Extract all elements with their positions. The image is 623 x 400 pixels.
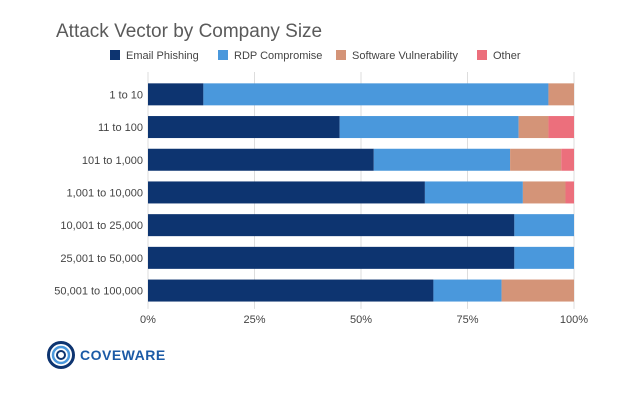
bar-segment [203, 83, 549, 106]
legend-label: RDP Compromise [234, 50, 322, 62]
legend-swatch [218, 50, 228, 60]
y-tick-label: 1,001 to 10,000 [67, 187, 143, 199]
x-tick-label: 75% [456, 314, 478, 326]
x-axis: 0% 25% 50% 75% 100% [140, 314, 588, 326]
y-tick-label: 101 to 1,000 [82, 155, 143, 167]
x-tick-label: 100% [560, 314, 588, 326]
bar-segment [548, 83, 574, 106]
coveware-logo-icon [47, 341, 75, 369]
y-axis: 1 to 10 11 to 100 101 to 1,000 1,001 to 10,… [54, 89, 143, 297]
bar-segment [561, 148, 574, 171]
chart-title: Attack Vector by Company Size [56, 21, 322, 42]
y-tick-label: 11 to 100 [98, 122, 143, 134]
bar-segment [565, 181, 574, 204]
x-tick-label: 0% [140, 314, 156, 326]
legend-label: Other [493, 50, 521, 62]
bar-segment [148, 214, 515, 237]
bar-segment [514, 246, 574, 269]
bar-segment [522, 181, 566, 204]
x-tick-label: 25% [243, 314, 265, 326]
bar-segment [148, 148, 374, 171]
legend-swatch [477, 50, 487, 60]
legend: Email Phishing RDP Compromise Software Vul… [110, 50, 521, 62]
bar-segment [514, 214, 574, 237]
bar-segment [548, 116, 574, 139]
bar-segment [433, 279, 502, 302]
bar-segment [148, 246, 515, 269]
bar-segment [148, 181, 425, 204]
bar-segment [518, 116, 549, 139]
y-tick-label: 25,001 to 50,000 [60, 253, 143, 265]
bar-segment [148, 83, 204, 106]
y-tick-label: 10,001 to 25,000 [60, 220, 143, 232]
bar-segment [510, 148, 562, 171]
y-tick-label: 1 to 10 [109, 89, 143, 101]
bar-segment [373, 148, 511, 171]
logo-text: COVEWARE [80, 347, 166, 363]
legend-swatch [110, 50, 120, 60]
legend-label: Email Phishing [126, 50, 199, 62]
x-tick-label: 50% [350, 314, 372, 326]
bar-segment [148, 279, 434, 302]
legend-label: Software Vulnerability [352, 50, 458, 62]
bar-segment [148, 116, 340, 139]
bar-segment [339, 116, 519, 139]
bars [148, 83, 574, 302]
coveware-logo: COVEWARE [46, 340, 166, 370]
legend-swatch [336, 50, 346, 60]
y-tick-label: 50,001 to 100,000 [54, 286, 143, 298]
bar-segment [501, 279, 574, 302]
bar-segment [424, 181, 523, 204]
